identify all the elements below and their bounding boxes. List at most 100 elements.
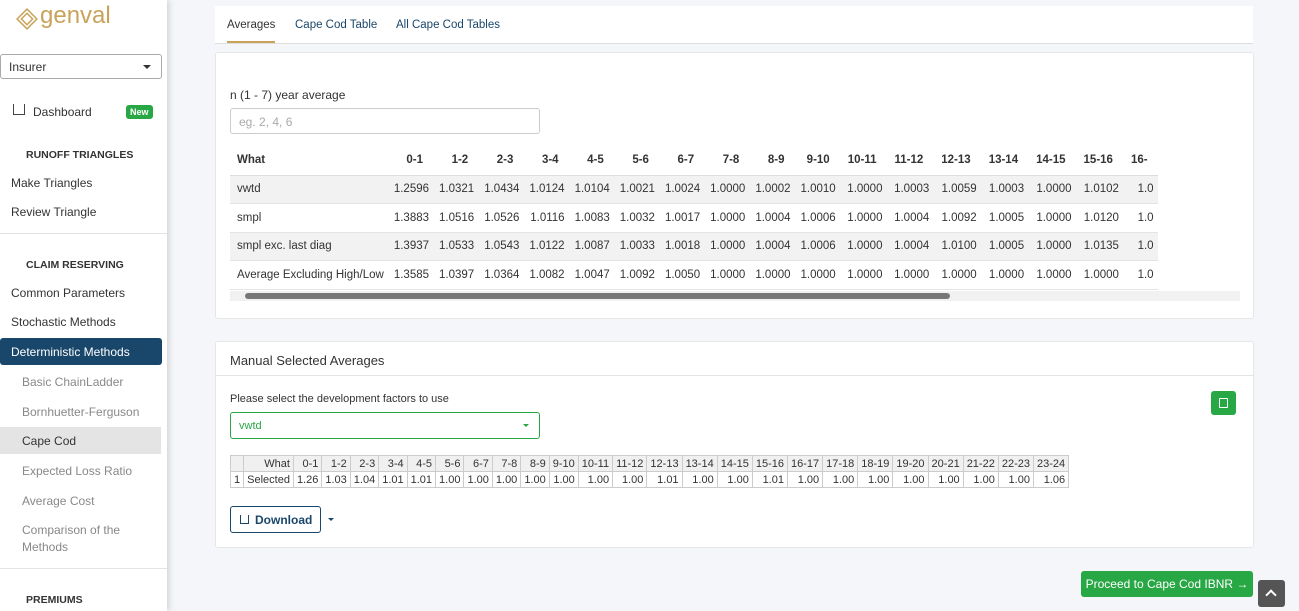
tab[interactable]: Averages [227,19,276,43]
column-header: 21-22 [962,455,999,472]
input[interactable]: eg. 2, 4, 6 [230,108,540,134]
table-cell: 1.0135 [1075,232,1123,261]
table-body: 1 Selected 1.26 1.03 1.04 1.01 1.01 1.00 1.00 1.0… [229,471,1070,488]
table-cell: 1.0 [1122,203,1158,233]
tab[interactable]: Cape Cod Table [295,19,378,31]
column-header[interactable]: 1-2 [433,145,479,176]
column-header[interactable]: 0-1 [387,145,434,176]
column-header: 23-24 [1032,455,1070,472]
insurer-select[interactable]: Insurer [0,54,162,79]
table-cell: 1.0000 [886,260,934,290]
table-cell: 1.0004 [886,203,934,233]
column-header[interactable]: 9-10 [794,145,840,176]
column-header: 4-5 [406,455,437,472]
table-cell: 1.0000 [933,260,981,290]
table-cell: 1.0000 [839,175,887,204]
column-header: 1-2 [321,455,351,472]
nav-item[interactable]: Stochastic Methods [11,315,116,329]
save-button[interactable] [1211,391,1236,415]
separator [0,568,167,569]
column-header: 6-7 [463,455,493,472]
column-header[interactable]: 14-15 [1028,145,1076,176]
table-cell: 1.0120 [1075,203,1123,233]
column-header[interactable]: 7-8 [704,145,750,176]
table-cell: 1.0122 [523,232,569,261]
table-cell: 1.0000 [704,175,750,204]
nav-item[interactable]: Dashboard [33,105,92,119]
column-header[interactable]: 16- [1122,145,1158,176]
factor-select[interactable]: vwtd [230,412,540,439]
manual-card: Manual Selected Averages Please select t… [215,341,1254,548]
sub-nav-item[interactable]: Bornhuetter-Ferguson [22,405,140,419]
table-row: smpl exc. last diag 1.3937 1.0533 1.0543 1.0… [230,232,1158,261]
nav-item[interactable]: Common Parameters [11,286,126,300]
caret [523,424,529,430]
sub-nav-item[interactable]: Comparison of the Methods [22,523,121,554]
column-header[interactable]: 15-16 [1075,145,1123,176]
nav-item[interactable]: Deterministic Methods [11,345,130,359]
proceed-button[interactable]: Proceed to Cape Cod IBNR → [1081,571,1253,597]
table-cell: 1.2596 [387,175,434,204]
label: Please select the development factors to… [230,393,449,405]
column-header[interactable]: 6-7 [658,145,705,176]
column-header: 20-21 [927,455,964,472]
averages-table: What 0-1 1-2 2-3 3-4 4-5 5-6 6-7 7-8 8-9 9-10 10-11… [230,145,1158,290]
table-cell: 1.06 [1032,471,1070,488]
table-cell: 1.0116 [523,203,569,233]
home-icon [13,104,25,115]
download-button[interactable]: Download [230,506,335,533]
column-header[interactable]: 10-11 [839,145,887,176]
table-cell: 1.0033 [613,232,659,261]
active-nav[interactable] [0,338,162,365]
table-cell: 1.3937 [387,232,434,261]
column-header[interactable]: 5-6 [613,145,659,176]
scroll-thumb[interactable] [245,293,950,299]
column-header[interactable]: 13-14 [980,145,1029,176]
sub-nav-item[interactable]: Basic ChainLadder [22,375,124,389]
sub-nav-item[interactable]: Expected Loss Ratio [22,464,133,478]
sub-nav-item[interactable]: Average Cost [22,494,95,508]
section-title: CLAIM RESERVING [26,259,124,271]
table-cell: 1.0364 [478,260,524,290]
table-cell: 1.0003 [980,175,1029,204]
table-cell: 1.01 [378,471,408,488]
header-row: What 0-1 1-2 2-3 3-4 4-5 5-6 6-7 7-8 8-9 9-10 10-11… [229,455,1070,472]
selected-bg [0,427,161,454]
column-header[interactable]: 2-3 [478,145,524,176]
table-cell: 1.26 [292,471,323,488]
table-cell: Average Excluding High/Low [230,260,388,290]
section-title: RUNOFF TRIANGLES [26,149,134,161]
table-cell: 1.0124 [523,175,569,204]
table-cell: 1.00 [716,471,753,488]
table-cell: 1.0397 [433,260,479,290]
label: n (1 - 7) year average [230,88,346,102]
table-cell: 1.0000 [839,260,887,290]
table-cell: 1.0004 [749,232,795,261]
column-header[interactable]: 3-4 [523,145,569,176]
column-header: 5-6 [435,455,465,472]
column-header[interactable]: 12-13 [933,145,981,176]
nav-item[interactable]: Make Triangles [11,176,93,190]
table-cell: 1.0 [1122,260,1158,290]
column-header[interactable]: 4-5 [568,145,614,176]
column-header[interactable]: 8-9 [749,145,795,176]
scrollbar[interactable] [230,291,1240,301]
table-cell: 1.0000 [749,260,795,290]
column-header[interactable]: What [230,145,388,176]
sub-nav-item[interactable]: Cape Cod [22,434,77,448]
scroll-top-button[interactable] [1258,580,1285,607]
table-cell: 1.0006 [794,203,840,233]
column-header: 18-19 [857,455,894,472]
column-header[interactable]: 11-12 [886,145,934,176]
table-cell: 1.0000 [1028,175,1076,204]
column-header: What [243,455,294,472]
tab[interactable]: All Cape Cod Tables [396,19,500,31]
column-header: 15-16 [751,455,788,472]
table-cell: 1.0000 [1028,232,1076,261]
nav-item[interactable]: Review Triangle [11,205,97,219]
column-header: 22-23 [997,455,1034,472]
table-cell: 1.00 [927,471,964,488]
separator [216,375,1253,376]
table-cell: 1.01 [751,471,788,488]
